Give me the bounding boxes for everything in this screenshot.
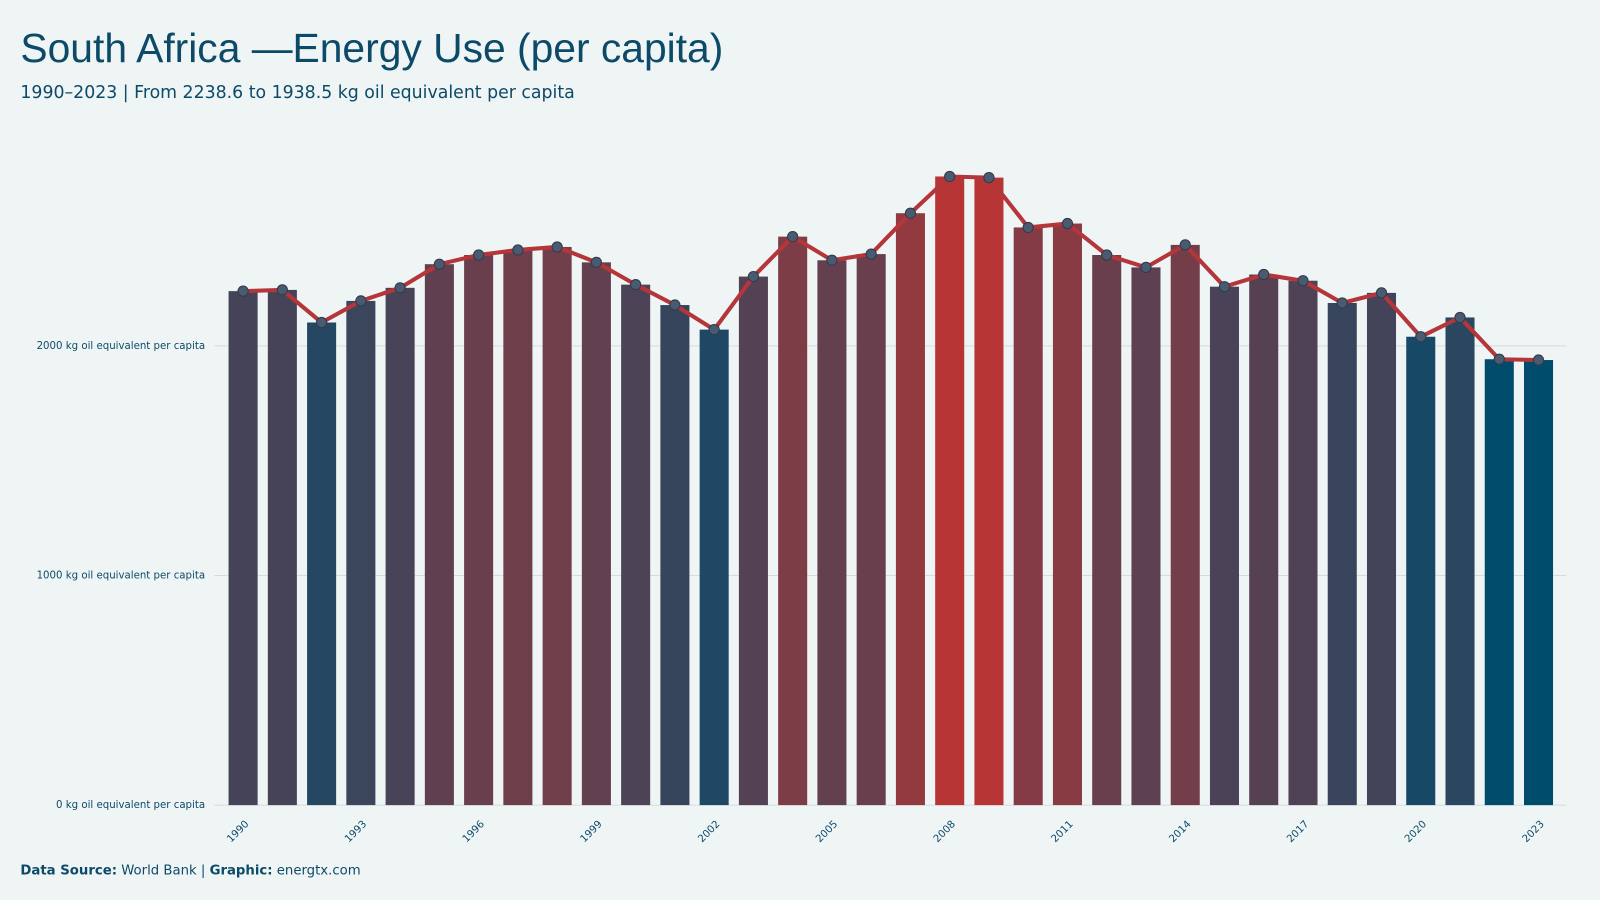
bar [738,276,768,806]
graphic: energtx.com [277,863,361,878]
x-tick-label: 2017 [1285,819,1311,845]
x-tick-label: 1990 [225,819,251,845]
bar [307,322,337,806]
bar [424,264,454,806]
bar [1170,244,1200,806]
x-tick-label: 2020 [1403,819,1429,845]
point [473,249,485,261]
y-tick-label: 1000 kg oil equivalent per capita [37,571,206,582]
point [315,316,328,329]
point [1258,268,1270,281]
point [1532,354,1545,366]
point [1179,239,1191,251]
point [1493,353,1505,365]
point [433,258,445,270]
bar [1131,267,1161,806]
point [1140,261,1152,274]
bar [1013,227,1043,806]
bar [856,254,886,806]
y-tick-label: 2000 kg oil equivalent per capita [37,341,206,352]
bar [581,262,611,806]
graphic-label: Graphic: [210,863,273,878]
y-tick-label: 0 kg oil equivalent per capita [56,800,205,811]
bar [1327,302,1357,806]
bar [699,329,729,806]
bar [974,177,1004,806]
source: World Bank [121,863,197,878]
bar [1092,254,1122,806]
bar [621,284,651,806]
source-label: Data Source: [20,863,117,878]
bar [464,254,494,806]
bar [1052,223,1082,806]
bar [660,305,690,806]
point [1061,217,1074,230]
bar [385,287,415,806]
point [237,285,249,297]
bar [1288,280,1318,806]
bar [778,236,808,806]
point [355,295,367,307]
point [394,282,406,294]
point [1218,281,1231,293]
bar [895,213,925,806]
point [1022,221,1034,234]
point [904,207,917,219]
x-tick-label: 2008 [932,819,958,845]
point [983,172,995,184]
point [669,299,681,311]
bar [267,289,297,806]
point [708,324,720,336]
x-tick-label: 1996 [461,819,487,845]
bar [542,246,572,806]
bar [346,300,376,806]
point [630,279,642,291]
point [1375,287,1388,299]
point [865,248,877,260]
line [243,174,1539,363]
point [1454,311,1466,324]
point [276,284,288,296]
point [551,241,563,253]
point [747,270,760,283]
point [590,256,603,268]
point [1297,275,1309,287]
x-tick-label: 2011 [1050,819,1076,845]
bar [228,291,258,806]
bar [935,176,965,806]
chart-title: South Africa —Energy Use (per capita) [20,25,723,71]
point [826,254,838,266]
bar [817,260,847,806]
bar [1366,292,1397,806]
point [787,231,799,243]
point [512,244,524,256]
x-tick-label: 2002 [696,819,722,845]
chart-subtitle: 1990–2023 | From 2238.6 to 1938.5 kg oil… [20,83,574,103]
point [944,170,956,183]
x-tick-label: 1993 [343,819,369,845]
x-tick-label: 2023 [1521,819,1547,845]
x-tick-label: 2005 [814,819,840,845]
footer: Data Source: World Bank | Graphic: energ… [20,863,360,878]
x-tick-label: 2014 [1167,819,1193,845]
bar [1249,274,1279,806]
bar [1484,359,1514,806]
bar [1523,360,1554,806]
bar [1406,336,1436,806]
bar [1445,317,1475,806]
point [1336,297,1348,309]
bar [1209,286,1240,806]
x-tick-label: 1999 [579,819,605,845]
point [1415,331,1427,343]
point [1101,249,1113,261]
bar [503,249,533,806]
